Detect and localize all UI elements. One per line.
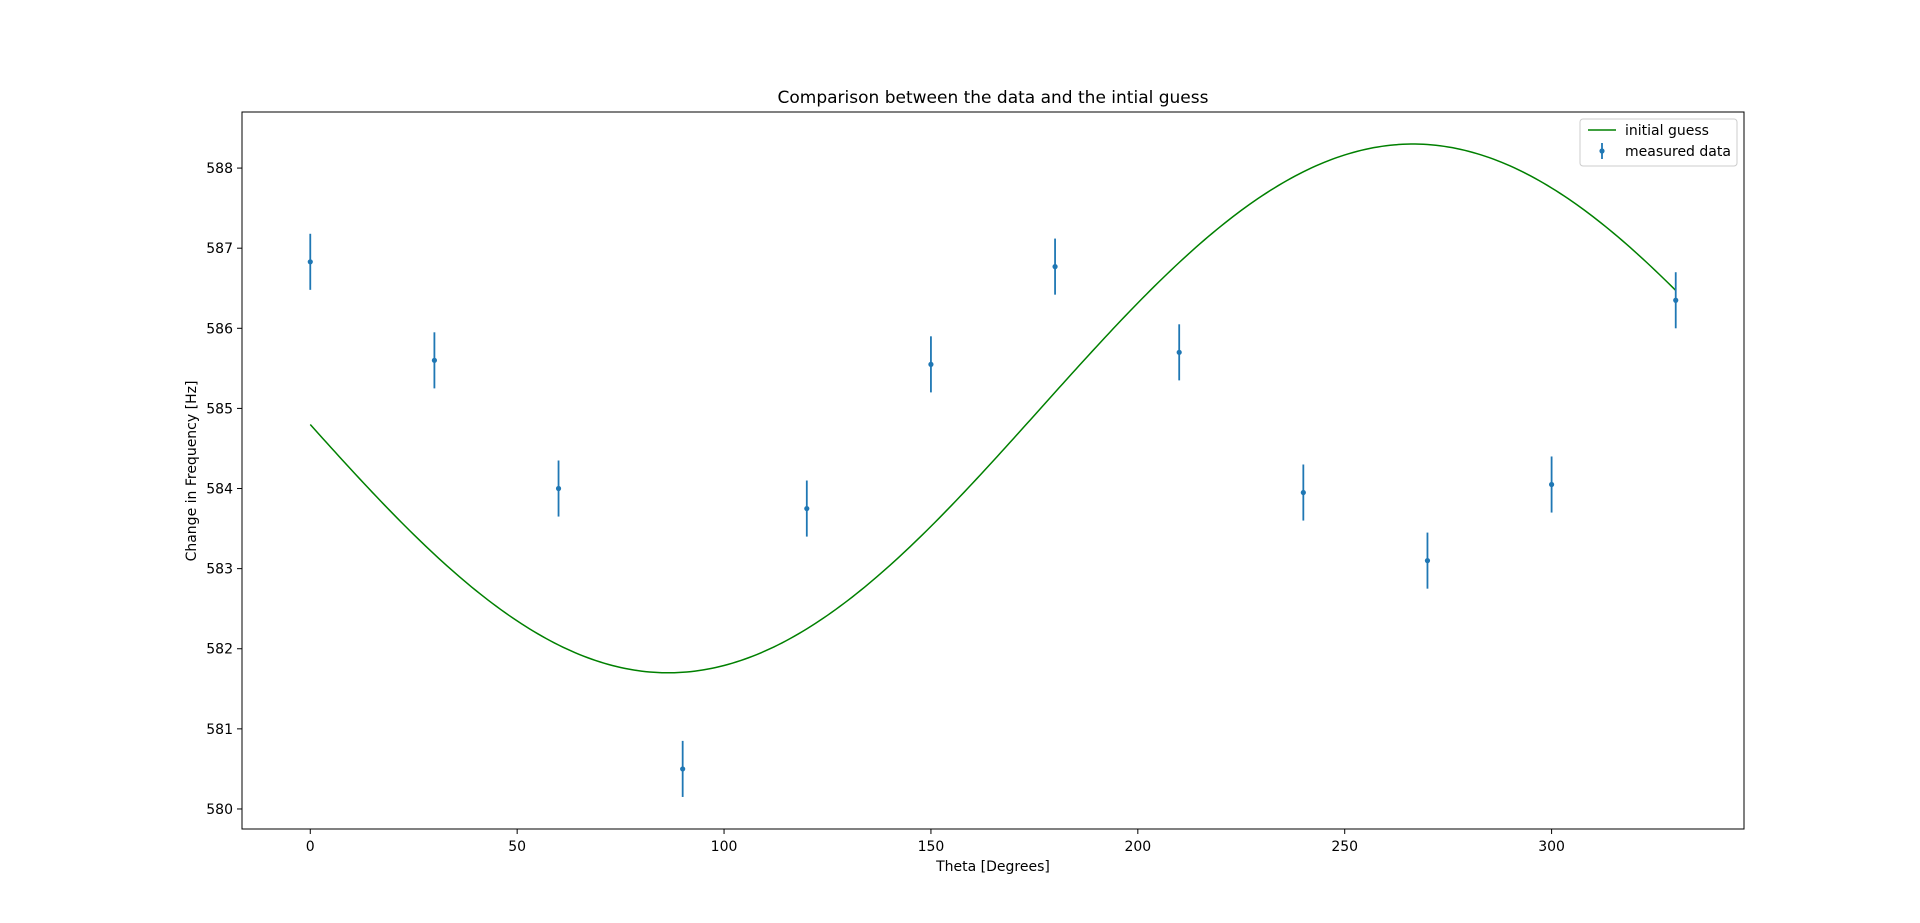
legend-label-initial-guess: initial guess	[1625, 123, 1709, 139]
data-point-11	[1673, 297, 1679, 303]
initial-guess-line	[309, 143, 1677, 674]
curve-layer	[309, 143, 1677, 674]
data-point-5	[928, 361, 934, 367]
y-tick-label-583: 583	[206, 562, 233, 578]
y-axis-label: Change in Frequency [Hz]	[184, 381, 200, 562]
axes-frame	[241, 111, 1745, 830]
plot-area	[241, 111, 1745, 830]
y-tick-label-584: 584	[206, 482, 233, 498]
x-axis-ticks: 0 50 100 150 200 250 300	[306, 829, 1565, 855]
x-tick-label-0: 0	[306, 839, 315, 855]
data-point-4	[804, 505, 810, 512]
y-tick-label-581: 581	[206, 722, 233, 738]
points-layer	[307, 233, 1679, 797]
y-axis-ticks: 580 581 582 583 584 585 586 587 588	[206, 161, 242, 818]
data-point-8	[1300, 489, 1306, 496]
legend-swatch-measured-data	[1599, 143, 1605, 159]
legend-label-measured-data: measured data	[1625, 144, 1731, 160]
y-tick-label-586: 586	[206, 321, 233, 337]
data-point-2	[555, 485, 562, 492]
legend-data-point	[1599, 148, 1605, 154]
x-tick-label-250: 250	[1331, 839, 1358, 855]
legend: initial guess measured data	[1579, 118, 1738, 167]
data-point-9	[1424, 558, 1431, 564]
chart-title: Comparison between the data and the inti…	[778, 88, 1209, 108]
x-tick-label-100: 100	[711, 839, 738, 855]
x-tick-label-150: 150	[918, 839, 945, 855]
legend-box	[1579, 118, 1738, 167]
x-tick-label-200: 200	[1124, 839, 1151, 855]
y-tick-label-582: 582	[206, 642, 233, 658]
x-tick-label-50: 50	[508, 839, 526, 855]
x-tick-label-300: 300	[1538, 839, 1565, 855]
x-axis-label: Theta [Degrees]	[935, 859, 1050, 875]
y-tick-label-588: 588	[206, 161, 233, 177]
data-point-6	[1052, 264, 1058, 270]
data-point-1	[431, 357, 438, 363]
data-point-3	[680, 766, 686, 772]
y-tick-label-587: 587	[206, 241, 233, 257]
data-point-10	[1548, 481, 1555, 488]
y-tick-label-585: 585	[206, 401, 233, 417]
y-tick-label-580: 580	[206, 802, 233, 818]
data-point-0	[307, 259, 313, 265]
data-point-7	[1176, 349, 1182, 355]
